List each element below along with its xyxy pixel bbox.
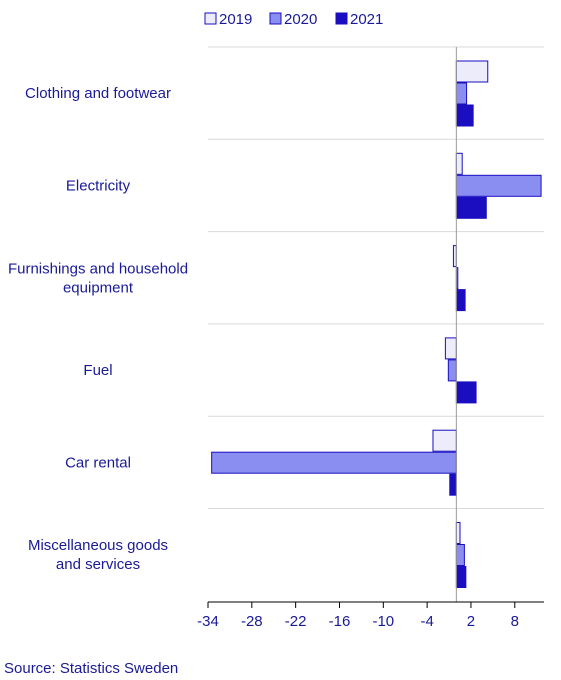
bar-2021-1 — [455, 196, 487, 219]
category-label: equipment — [63, 279, 134, 296]
legend-label-2019: 2019 — [219, 11, 252, 28]
bar-2020-4 — [211, 451, 457, 474]
legend-swatch-2019 — [204, 12, 217, 25]
bar-2021-3 — [455, 381, 477, 404]
x-tick-label: -10 — [372, 613, 394, 630]
category-label: Fuel — [83, 362, 112, 379]
bar-2019-0 — [455, 60, 489, 83]
category-label: Electricity — [66, 177, 131, 194]
x-tick-label: -34 — [197, 613, 219, 630]
x-tick-label: -16 — [329, 613, 351, 630]
x-tick-label: -28 — [241, 613, 263, 630]
bar-2021-0 — [455, 104, 474, 127]
source-note: Source: Statistics Sweden — [4, 660, 178, 677]
x-tick-label: -4 — [420, 613, 433, 630]
bar-2020-3 — [447, 359, 457, 382]
legend: 2019 2020 2021 — [204, 11, 383, 28]
category-label: Car rental — [65, 454, 131, 471]
category-label: Clothing and footwear — [25, 85, 171, 102]
bar-2020-1 — [455, 174, 542, 197]
x-tick-label: 2 — [467, 613, 475, 630]
bar-2019-1 — [455, 152, 463, 175]
bars — [211, 47, 542, 602]
bar-2021-4 — [449, 473, 457, 496]
bar-2020-0 — [455, 82, 468, 105]
x-tick-label: 8 — [511, 613, 519, 630]
bar-2019-3 — [444, 337, 457, 360]
bar-2021-5 — [455, 566, 467, 588]
bar-2021-2 — [455, 289, 466, 312]
category-label: Miscellaneous goods — [28, 537, 168, 554]
legend-swatch-2021 — [335, 12, 348, 25]
bar-2020-5 — [455, 544, 465, 566]
bar-2019-5 — [455, 522, 461, 544]
category-label: and services — [56, 556, 140, 573]
legend-label-2020: 2020 — [284, 11, 317, 28]
bar-2019-4 — [432, 429, 457, 452]
category-separators — [208, 46, 544, 509]
x-axis: -34 -28 -22 -16 -10 -4 2 8 — [197, 601, 544, 630]
legend-label-2021: 2021 — [350, 11, 383, 28]
x-tick-label: -22 — [285, 613, 307, 630]
legend-swatch-2020 — [269, 12, 282, 25]
category-labels: Clothing and footwear Electricity Furnishi… — [8, 85, 188, 573]
category-label: Furnishings and household — [8, 260, 188, 277]
